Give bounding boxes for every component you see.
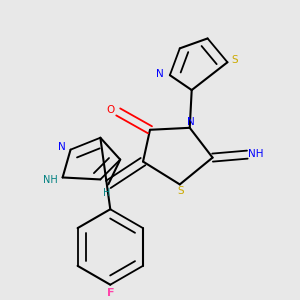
Text: N: N	[157, 69, 164, 79]
Text: N: N	[187, 117, 195, 127]
Text: F: F	[106, 288, 114, 298]
Text: NH: NH	[43, 175, 58, 185]
Text: H: H	[103, 188, 110, 198]
Text: S: S	[232, 55, 238, 65]
Text: S: S	[177, 186, 184, 196]
Text: O: O	[106, 105, 115, 116]
Text: N: N	[58, 142, 65, 152]
Text: NH: NH	[248, 149, 263, 159]
